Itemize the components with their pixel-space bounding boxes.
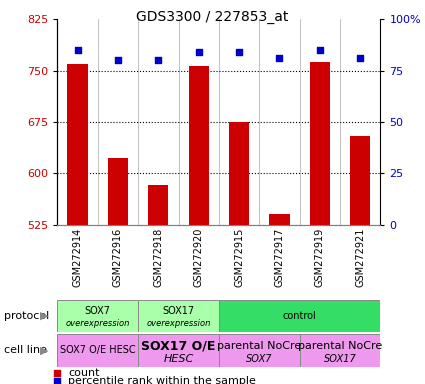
Text: HESC: HESC xyxy=(163,354,194,364)
Bar xyxy=(300,334,380,367)
Text: control: control xyxy=(283,311,317,321)
Bar xyxy=(108,158,128,384)
Text: overexpression: overexpression xyxy=(65,319,130,328)
Text: ▶: ▶ xyxy=(40,311,48,321)
Bar xyxy=(310,62,330,384)
Text: cell line: cell line xyxy=(4,345,47,356)
Text: protocol: protocol xyxy=(4,311,49,321)
Point xyxy=(54,378,61,384)
Text: SOX17: SOX17 xyxy=(162,306,195,316)
Point xyxy=(155,57,162,63)
Bar xyxy=(57,300,138,332)
Bar xyxy=(269,214,289,384)
Bar xyxy=(57,334,138,367)
Text: SOX7: SOX7 xyxy=(85,306,111,316)
Text: parental NoCre: parental NoCre xyxy=(217,341,301,351)
Bar xyxy=(68,64,88,384)
Point xyxy=(276,55,283,61)
Point xyxy=(195,49,202,55)
Bar xyxy=(138,334,219,367)
Point xyxy=(235,49,242,55)
Text: parental NoCre: parental NoCre xyxy=(298,341,382,351)
Bar xyxy=(189,66,209,384)
Point xyxy=(114,57,122,63)
Text: GDS3300 / 227853_at: GDS3300 / 227853_at xyxy=(136,10,289,23)
Bar xyxy=(219,334,300,367)
Text: ▶: ▶ xyxy=(40,345,48,356)
Text: percentile rank within the sample: percentile rank within the sample xyxy=(68,376,256,384)
Text: SOX7: SOX7 xyxy=(246,354,272,364)
Text: count: count xyxy=(68,368,99,378)
Text: overexpression: overexpression xyxy=(146,319,211,328)
Bar xyxy=(148,185,168,384)
Text: SOX7 O/E HESC: SOX7 O/E HESC xyxy=(60,345,136,356)
Bar xyxy=(138,300,219,332)
Point xyxy=(74,47,81,53)
Point xyxy=(54,370,61,376)
Bar xyxy=(229,122,249,384)
Bar xyxy=(350,136,370,384)
Point xyxy=(316,47,323,53)
Text: SOX17 O/E: SOX17 O/E xyxy=(141,339,215,352)
Point xyxy=(357,55,363,61)
Bar xyxy=(219,300,380,332)
Text: SOX17: SOX17 xyxy=(323,354,357,364)
